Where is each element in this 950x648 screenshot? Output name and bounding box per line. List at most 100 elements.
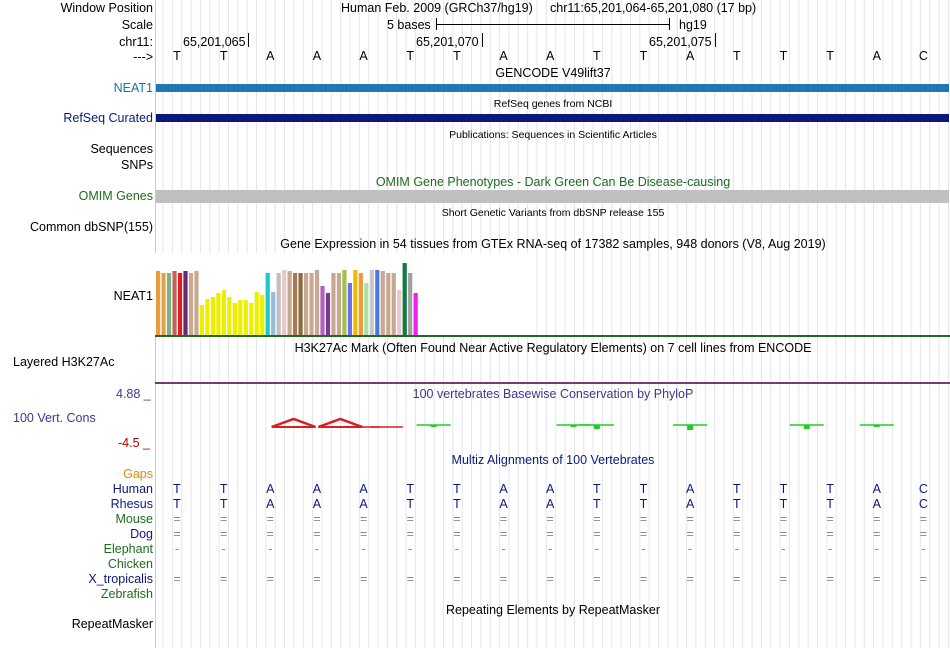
alignment-cell: A	[872, 482, 881, 496]
alignment-cell: T	[453, 497, 461, 511]
alignment-cell: =	[593, 512, 601, 526]
base-letter: T	[826, 49, 834, 63]
omim-track-title[interactable]: OMIM Gene Phenotypes - Dark Green Can Be…	[375, 175, 731, 189]
phylop-negative-peak	[317, 417, 363, 429]
alignment-cell: A	[546, 497, 555, 511]
alignment-cell: -	[641, 542, 646, 556]
refseq-track-title[interactable]: RefSeq genes from NCBI	[493, 98, 613, 110]
gencode-track-title[interactable]: GENCODE V49lift37	[495, 66, 611, 80]
alignment-cell: =	[733, 572, 741, 586]
alignment-cell: =	[733, 527, 741, 541]
omim-gene-bar[interactable]	[156, 190, 949, 203]
repeatmasker-track-label[interactable]: RepeatMasker	[71, 617, 153, 631]
h3k27ac-track-title[interactable]: H3K27Ac Mark (Often Found Near Active Re…	[294, 341, 812, 355]
alignment-cell: =	[779, 572, 788, 586]
base-letter: T	[219, 49, 228, 63]
alignment-cell: -	[828, 542, 833, 556]
publications-sequences-label[interactable]: Sequences	[90, 142, 153, 156]
phylop-track-title[interactable]: 100 vertebrates Basewise Conservation by…	[412, 387, 694, 401]
phylop-graph[interactable]	[156, 400, 950, 445]
window-position-value[interactable]: chr11:65,201,064-65,201,080 (17 bp)	[550, 1, 757, 15]
alignment-cell: =	[639, 512, 648, 526]
species-label[interactable]: Chicken	[107, 557, 153, 571]
gtex-gene-label[interactable]: NEAT1	[113, 289, 153, 303]
alignment-cell: =	[313, 512, 321, 526]
gtex-tissue-bar	[243, 300, 248, 335]
publications-snps-label[interactable]: SNPs	[121, 158, 153, 172]
gtex-tissue-bar	[177, 273, 183, 335]
alignment-cell: A	[359, 482, 368, 496]
alignment-cell: T	[732, 497, 741, 511]
alignment-cell: -	[454, 542, 459, 556]
strand-label: --->	[133, 50, 153, 64]
species-label[interactable]: Dog	[130, 527, 153, 541]
alignment-cell: A	[312, 497, 322, 511]
species-label[interactable]: Elephant	[103, 542, 153, 556]
gtex-tissue-bar	[260, 295, 265, 335]
gtex-tissue-bar	[161, 273, 166, 335]
alignment-cell: T	[453, 482, 461, 496]
gtex-tissue-bar	[282, 270, 287, 335]
gtex-tissue-bar	[325, 293, 331, 335]
alignment-cell: =	[406, 572, 414, 586]
base-letter: C	[918, 49, 928, 63]
gtex-track-title[interactable]: Gene Expression in 54 tissues from GTEx …	[280, 237, 826, 251]
alignment-cell: A	[872, 497, 881, 511]
gtex-tissue-bar	[314, 270, 320, 335]
h3k27ac-track-label[interactable]: Layered H3K27Ac	[13, 355, 115, 369]
species-label[interactable]: X_tropicalis	[88, 572, 153, 586]
alignment-cell: -	[921, 542, 926, 556]
gtex-bar-chart[interactable]	[155, 253, 535, 336]
phylop-positive-bar	[593, 425, 600, 429]
base-letter: A	[359, 49, 368, 63]
alignment-cell: =	[453, 512, 461, 526]
base-letter: T	[453, 49, 461, 63]
gtex-tissue-bar	[353, 270, 358, 335]
alignment-cell: =	[406, 527, 414, 541]
gtex-tissue-bar	[156, 271, 161, 335]
species-label[interactable]: Zebrafish	[100, 587, 153, 601]
refseq-track-label[interactable]: RefSeq Curated	[63, 111, 153, 125]
alignment-cell: -	[688, 542, 693, 556]
omim-track-label[interactable]: OMIM Genes	[78, 189, 153, 203]
publications-track-title[interactable]: Publications: Sequences in Scientific Ar…	[449, 129, 657, 141]
alignment-cell: =	[499, 572, 508, 586]
alignment-cell: =	[499, 527, 508, 541]
alignment-cell: =	[499, 512, 508, 526]
gencode-gene-bar[interactable]	[156, 84, 949, 92]
alignment-cell: =	[173, 572, 181, 586]
dbsnp-track-title[interactable]: Short Genetic Variants from dbSNP releas…	[441, 207, 665, 219]
alignment-cell: C	[918, 482, 928, 496]
multiz-gaps-label[interactable]: Gaps	[123, 467, 153, 481]
gtex-tissue-bar	[221, 290, 226, 335]
gtex-tissue-bar	[320, 286, 325, 335]
base-letter: A	[266, 49, 275, 63]
gtex-tissue-bar	[408, 273, 413, 335]
gtex-tissue-bar	[375, 270, 380, 335]
base-letter: A	[546, 49, 555, 63]
base-letter: T	[406, 49, 415, 63]
phylop-positive-bar	[687, 425, 694, 430]
species-label[interactable]: Rhesus	[110, 497, 153, 511]
multiz-track-title[interactable]: Multiz Alignments of 100 Vertebrates	[451, 453, 655, 467]
alignment-cell: =	[359, 512, 368, 526]
alignment-cell: =	[873, 572, 881, 586]
scale-bar-right-tick	[669, 18, 670, 30]
dbsnp-track-label[interactable]: Common dbSNP(155)	[30, 220, 153, 234]
ruler-tick-label: 65,201,075	[649, 35, 712, 49]
species-label[interactable]: Human	[112, 482, 153, 496]
phylop-positive-bar	[873, 425, 880, 427]
gtex-tissue-bar	[397, 290, 402, 335]
alignment-cell: =	[826, 572, 834, 586]
species-label[interactable]: Mouse	[115, 512, 153, 526]
gencode-gene-label[interactable]: NEAT1	[113, 81, 153, 95]
refseq-gene-bar[interactable]	[156, 114, 949, 122]
alignment-cell: -	[548, 542, 553, 556]
phylop-track-label[interactable]: 100 Vert. Cons	[13, 411, 96, 425]
alignment-cell: T	[826, 497, 834, 511]
alignment-cell: A	[546, 482, 555, 496]
alignment-cell: -	[268, 542, 273, 556]
base-letter: T	[593, 49, 601, 63]
repeatmasker-track-title[interactable]: Repeating Elements by RepeatMasker	[445, 603, 660, 617]
gtex-tissue-bar	[293, 273, 298, 335]
